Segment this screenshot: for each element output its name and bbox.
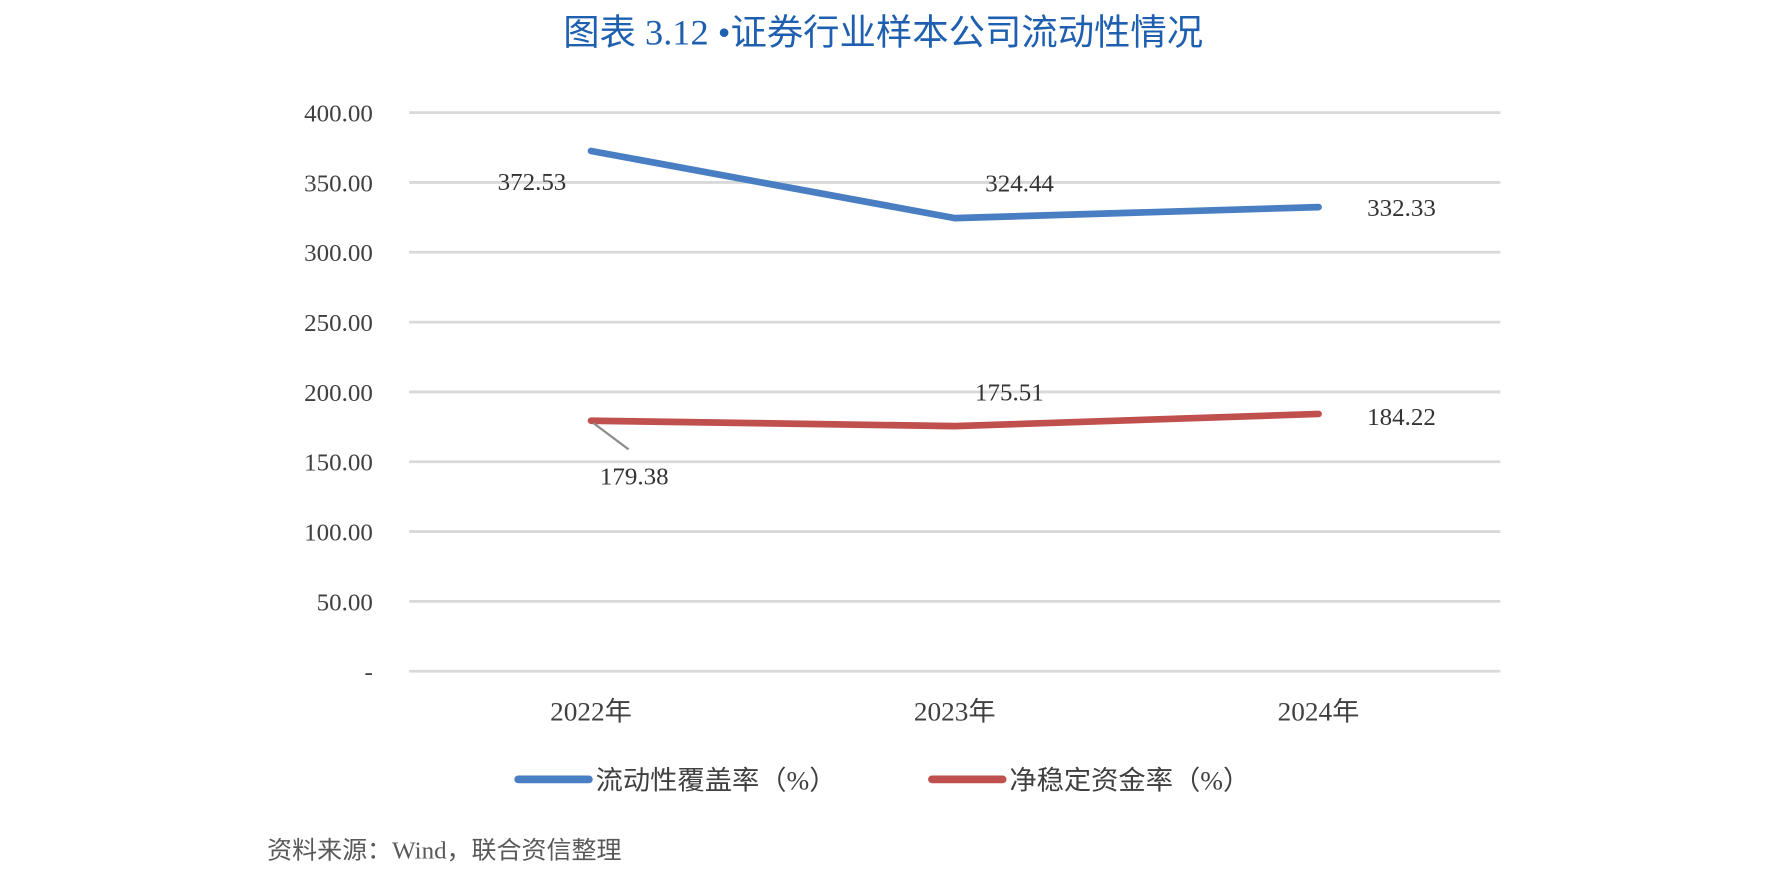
leader-line <box>592 422 630 451</box>
data-label: 179.38 <box>600 463 669 490</box>
series-line-1 <box>587 410 1322 430</box>
data-labels: 372.53 324.44 332.33 179.38 175.51 184.22 <box>498 169 1436 490</box>
legend: 流动性覆盖率（%） 净稳定资金率（%） <box>514 766 1250 796</box>
legend-label-1: 净稳定资金率（%） <box>1009 766 1250 796</box>
x-axis-ticks: 2022年 2023年 2024年 <box>550 697 1359 727</box>
y-tick-label: 400.00 <box>304 101 373 128</box>
y-tick-label: 100.00 <box>304 520 373 547</box>
y-tick-label: 300.00 <box>304 240 373 267</box>
x-tick-label: 2022年 <box>550 697 632 727</box>
data-label: 184.22 <box>1367 404 1436 431</box>
x-tick-label: 2023年 <box>914 697 996 727</box>
y-tick-label: 350.00 <box>304 171 373 198</box>
y-tick-label: 150.00 <box>304 450 373 477</box>
y-tick-label: - <box>364 659 372 686</box>
data-label: 332.33 <box>1367 195 1436 222</box>
series-line-0 <box>587 147 1322 222</box>
gridlines <box>409 111 1501 673</box>
y-axis-ticks: - 50.00 100.00 150.00 200.00 250.00 300.00 350.… <box>304 101 373 686</box>
data-label: 175.51 <box>975 380 1044 407</box>
chart-title: 图表 3.12 •证券行业样本公司流动性情况 <box>563 13 1203 53</box>
y-tick-label: 250.00 <box>304 310 373 337</box>
legend-label-0: 流动性覆盖率（%） <box>596 766 837 796</box>
data-label: 372.53 <box>498 169 567 196</box>
y-tick-label: 50.00 <box>317 590 373 617</box>
y-tick-label: 200.00 <box>304 380 373 407</box>
source-note: 资料来源：Wind，联合资信整理 <box>267 837 621 865</box>
data-label: 324.44 <box>985 171 1054 198</box>
x-tick-label: 2024年 <box>1278 697 1360 727</box>
series-group <box>587 147 1322 430</box>
